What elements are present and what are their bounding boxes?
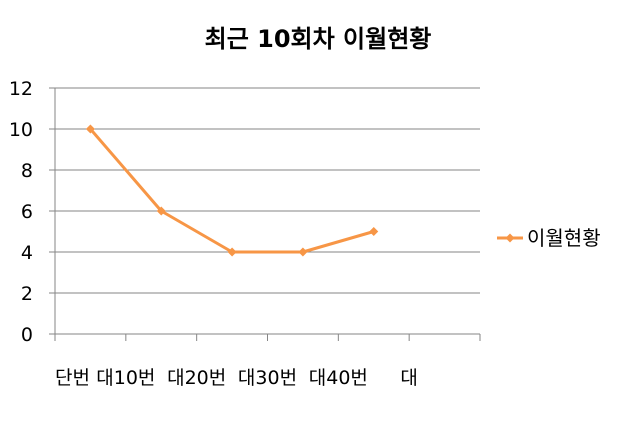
axes	[49, 87, 481, 341]
y-tick-label: 12	[9, 78, 33, 100]
x-tick-label: 단번	[55, 367, 90, 389]
y-tick-label: 6	[21, 201, 33, 223]
data-point	[156, 206, 166, 216]
x-tick-label: 대10번	[96, 367, 155, 389]
y-tick-label: 4	[21, 242, 33, 264]
y-tick-label: 8	[21, 160, 33, 182]
y-tick-label: 10	[9, 119, 33, 141]
y-tick-label: 0	[21, 324, 33, 346]
legend-label: 이월현황	[527, 226, 601, 250]
gridlines	[55, 87, 480, 294]
data-point	[227, 247, 237, 257]
data-point	[369, 227, 379, 236]
x-axis-tick-labels: 단번 대10번 대20번 대30번 대40번 대	[55, 367, 418, 389]
legend-marker-icon	[505, 233, 515, 243]
x-tick-label: 대20번	[167, 367, 226, 389]
data-point	[85, 124, 95, 134]
x-tick-label: 대30번	[238, 367, 297, 389]
series-layer	[85, 124, 379, 257]
x-tick-label: 대40번	[309, 367, 368, 389]
y-tick-label: 2	[21, 283, 33, 305]
chart-title: 최근 10회차 이월현황	[205, 25, 432, 53]
data-point	[298, 247, 308, 257]
y-axis-tick-labels: 0 2 4 6 8 10 12	[9, 78, 33, 346]
series-line	[89, 128, 375, 254]
x-tick-label: 대	[400, 367, 417, 389]
legend: 이월현황	[497, 226, 601, 250]
